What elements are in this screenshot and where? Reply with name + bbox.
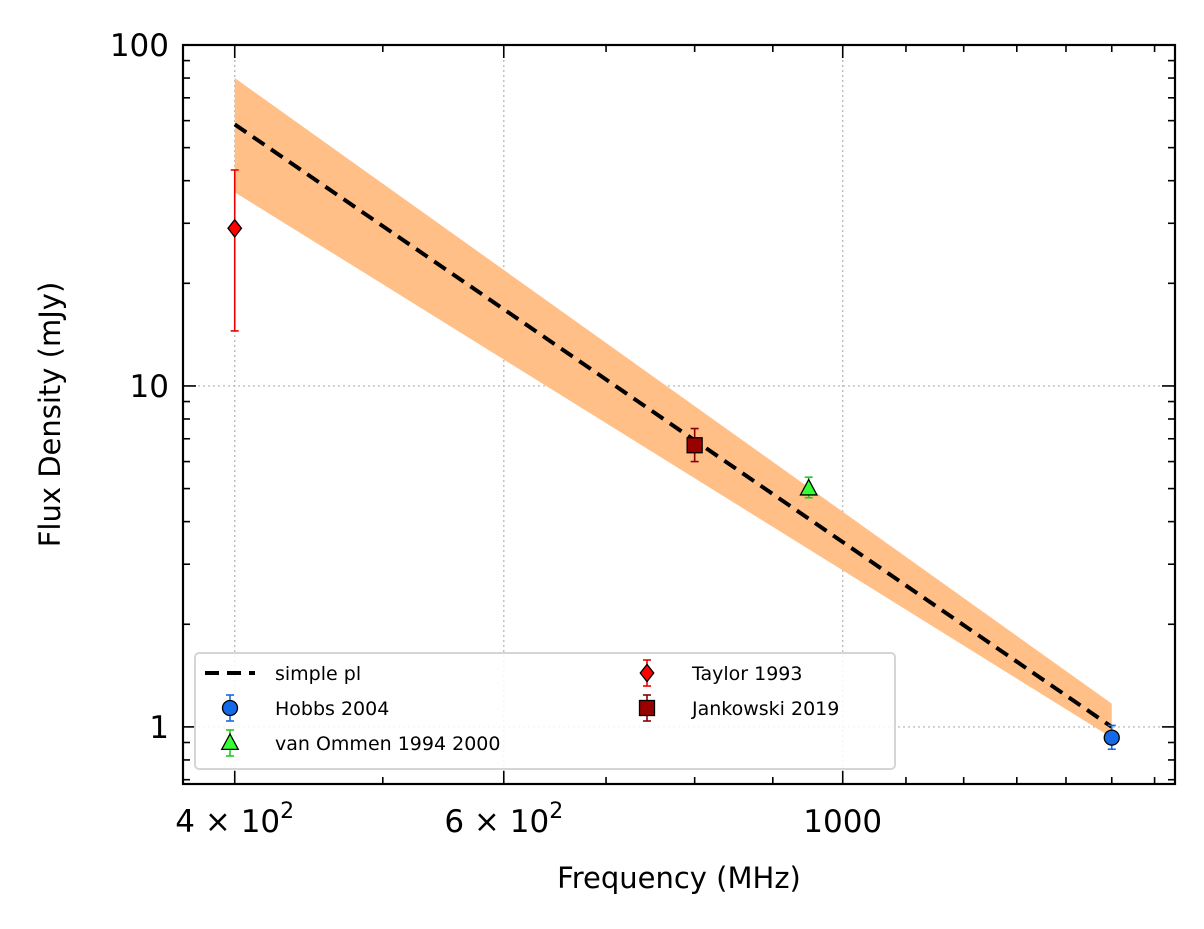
legend-entry: van Ommen 1994 2000 — [220, 729, 500, 757]
legend-entry: simple pl — [205, 663, 361, 685]
tick-labels: 4 × 102 6 × 102 1000 1 10 100 — [110, 28, 882, 840]
legend-label: Hobbs 2004 — [275, 698, 389, 720]
y-tick-label: 1 — [149, 710, 169, 746]
legend-label: Taylor 1993 — [691, 663, 802, 685]
x-tick-label: 1000 — [803, 804, 882, 840]
data-point-hobbs-2004 — [1103, 729, 1120, 746]
legend-entry: Jankowski 2019 — [638, 694, 839, 722]
legend-entry: Hobbs 2004 — [221, 694, 389, 722]
legend-box — [194, 652, 896, 770]
legend-marker — [638, 699, 656, 717]
legend-label: van Ommen 1994 2000 — [275, 733, 500, 755]
y-axis-label: Flux Density (mJy) — [33, 282, 67, 548]
fit-line-layer — [233, 122, 1113, 729]
legend-label: Jankowski 2019 — [691, 698, 839, 720]
data-point-taylor-1993 — [227, 218, 243, 238]
x-axis-label: Frequency (MHz) — [557, 861, 801, 895]
uncertainty-band-layer — [234, 78, 1112, 738]
y-tick-label: 10 — [130, 369, 169, 405]
x-tick-label: 4 × 102 — [175, 799, 294, 840]
data-point-jankowski-2019 — [686, 437, 703, 454]
legend-marker — [639, 663, 655, 683]
legend: simple pl Hobbs 2004 van Ommen 1994 2000 Ta… — [194, 652, 896, 770]
error-bar-taylor-1993 — [230, 169, 239, 332]
legend-marker — [221, 699, 239, 717]
x-tick-label: 6 × 102 — [444, 799, 563, 840]
legend-entry: Taylor 1993 — [639, 659, 802, 687]
axis-ticks — [183, 44, 1175, 784]
y-tick-label: 100 — [110, 28, 169, 64]
legend-label: simple pl — [275, 663, 361, 685]
fit-line-simple-pl — [233, 122, 1113, 729]
data-point-van-ommen-1994-2000 — [799, 478, 819, 496]
data-points-layer — [227, 169, 1120, 751]
fit-uncertainty-band — [234, 78, 1112, 738]
legend-marker — [220, 732, 240, 751]
plot-frame — [181, 43, 1177, 786]
